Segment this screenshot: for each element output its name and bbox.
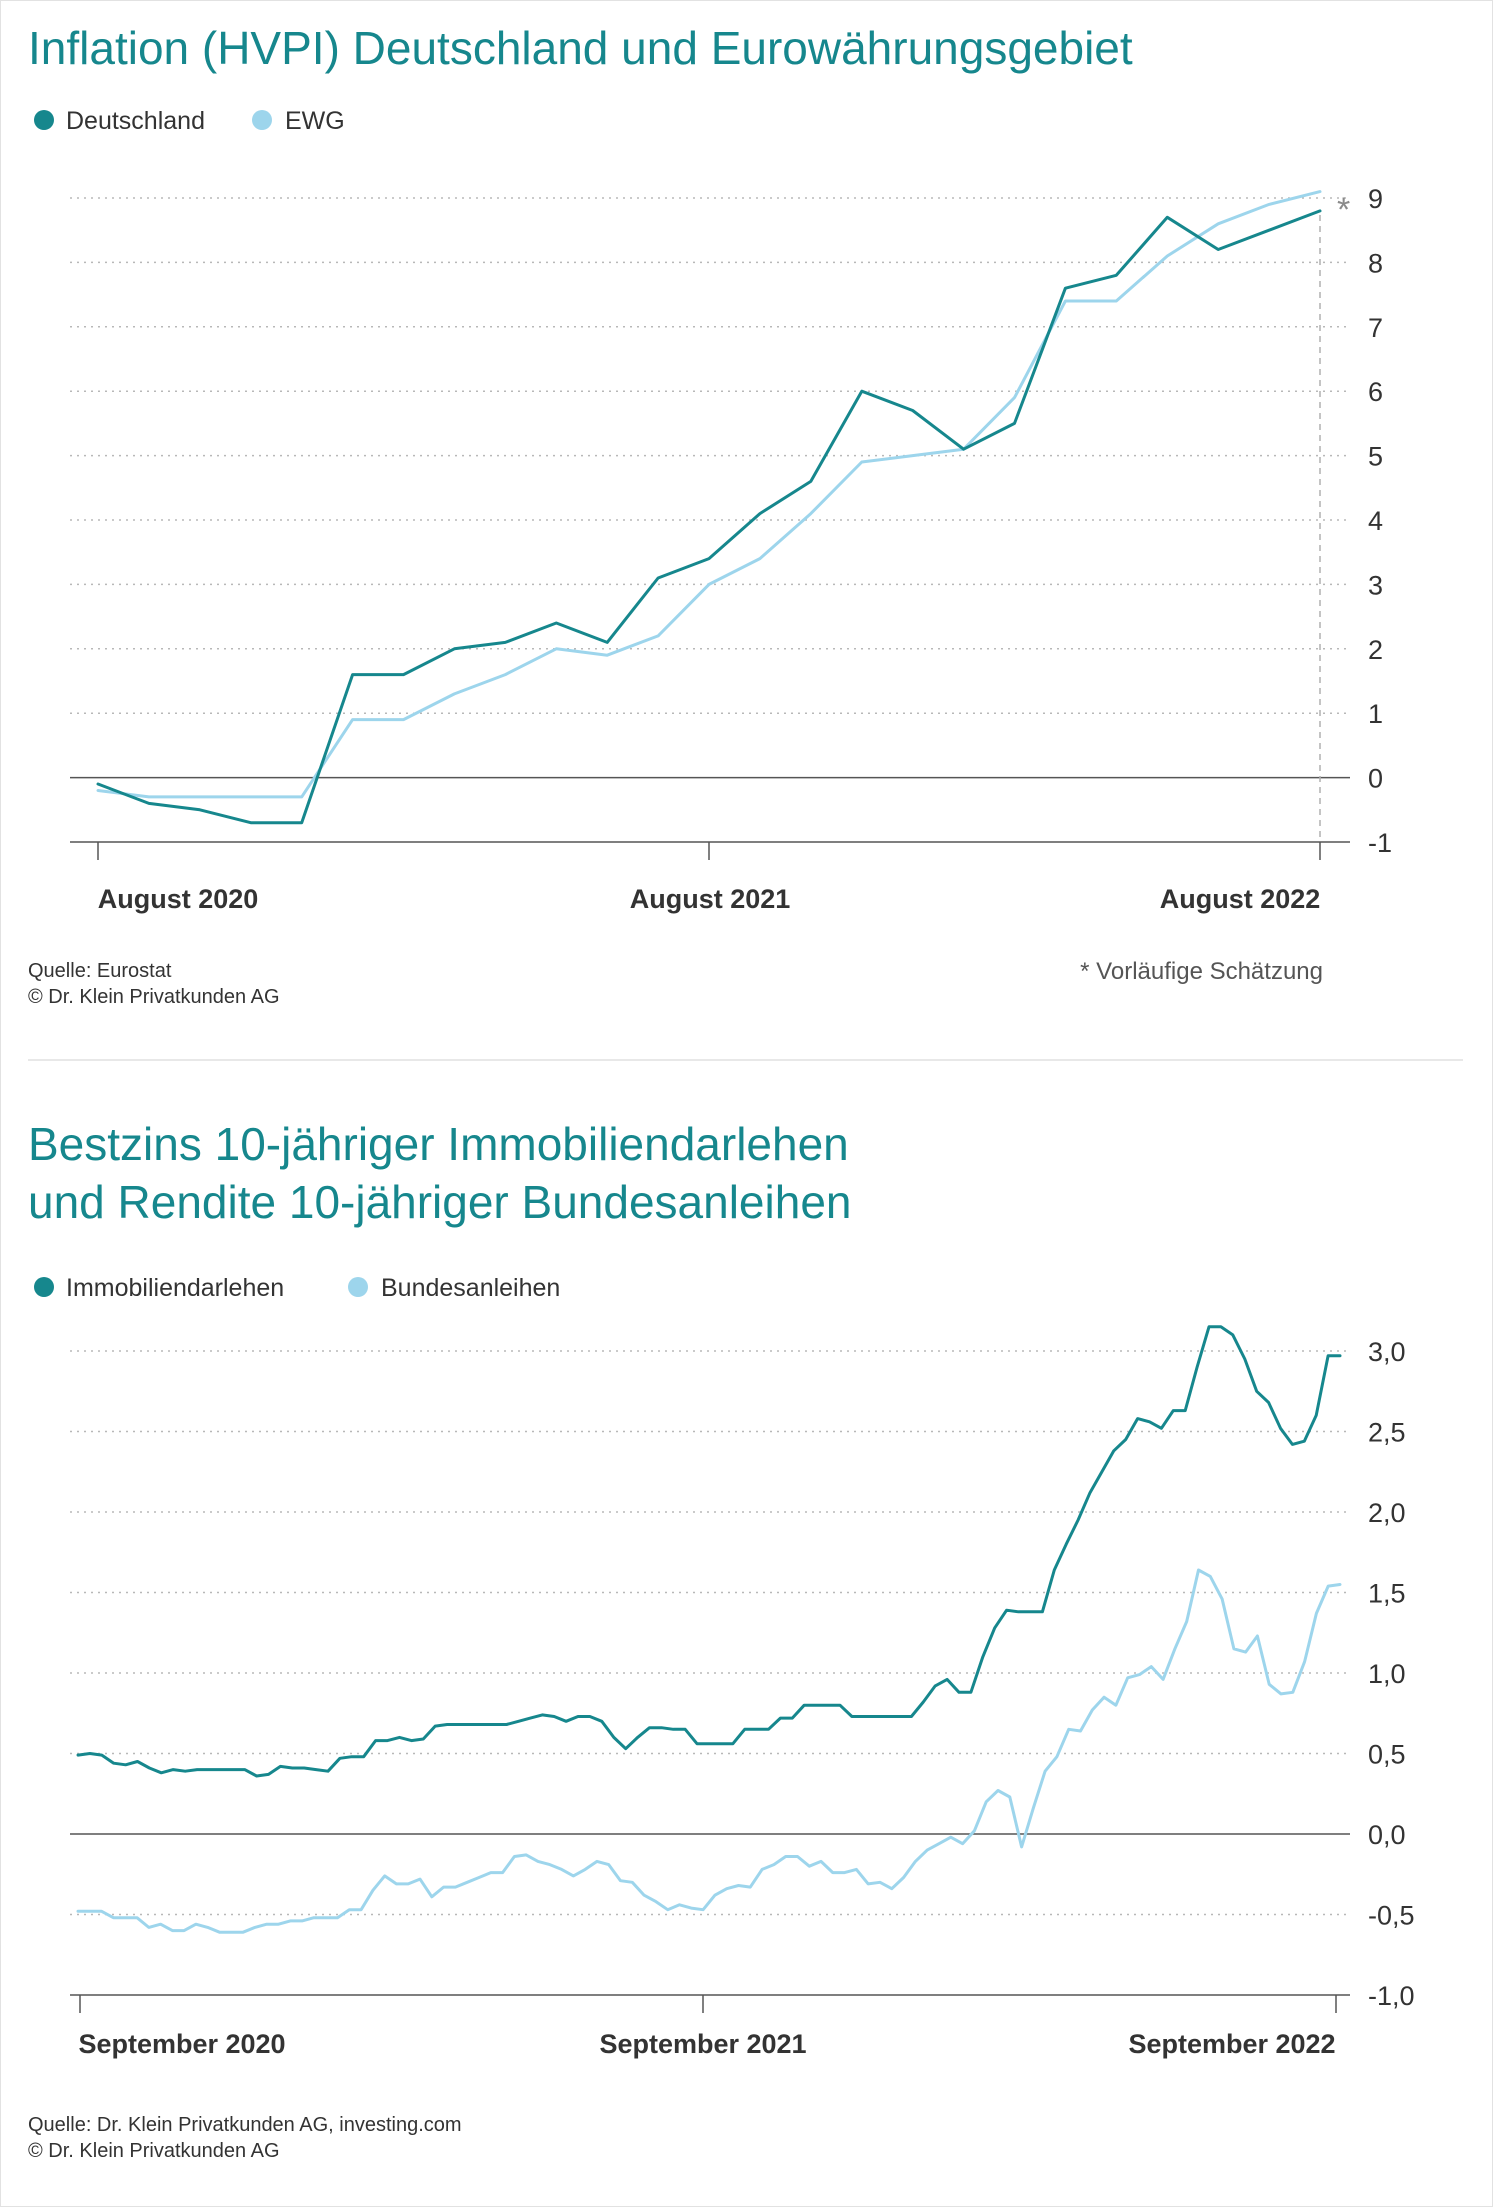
- legend-label-deutschland: Deutschland: [66, 107, 205, 135]
- x-tick-label: August 2020: [98, 884, 259, 914]
- chart1-copyright: © Dr. Klein Privatkunden AG: [28, 986, 280, 1008]
- y-tick-label: 4: [1368, 506, 1383, 536]
- x-tick-label: September 2022: [1128, 2029, 1335, 2059]
- y-tick-label: 7: [1368, 313, 1383, 343]
- y-tick-label: 2,0: [1368, 1498, 1406, 1528]
- legend-label-ewg: EWG: [285, 107, 345, 135]
- chart2-points: [77, 1326, 1341, 1933]
- chart2-gridlines: [70, 1350, 1350, 1916]
- chart2-title-line1: Bestzins 10-jähriger Immobiliendarlehen: [28, 1118, 849, 1170]
- legend-label-bundesanleihen: Bundesanleihen: [381, 1274, 560, 1302]
- legend-label-immobiliendarlehen: Immobiliendarlehen: [66, 1274, 284, 1302]
- chart1-legend: Deutschland EWG: [34, 107, 345, 135]
- estimate-marker: *: [1337, 191, 1350, 229]
- x-tick-label: September 2020: [78, 2029, 285, 2059]
- chart-zinsen: Bestzins 10-jähriger Immobiliendarlehen …: [28, 1118, 1415, 2162]
- legend-marker-ewg: [252, 110, 272, 130]
- chart2-source: Quelle: Dr. Klein Privatkunden AG, inves…: [28, 2114, 462, 2136]
- y-tick-label: 0: [1368, 764, 1383, 794]
- y-tick-label: 5: [1368, 442, 1383, 472]
- y-tick-label: 1: [1368, 699, 1383, 729]
- y-tick-label: 3: [1368, 570, 1383, 600]
- chart1-source: Quelle: Eurostat: [28, 960, 172, 982]
- y-tick-label: 1,5: [1368, 1579, 1406, 1609]
- x-tick-label: September 2021: [599, 2029, 806, 2059]
- chart1-x-axis: August 2020 August 2021 August 2022: [70, 215, 1350, 914]
- x-tick-label: August 2021: [630, 884, 791, 914]
- y-tick-label: -1,0: [1368, 1981, 1415, 2011]
- chart2-title-line2: und Rendite 10-jähriger Bundesanleihen: [28, 1176, 852, 1228]
- y-tick-label: 2: [1368, 635, 1383, 665]
- chart2-x-axis: September 2020 September 2021 September 20…: [70, 1994, 1350, 2059]
- chart1-title: Inflation (HVPI) Deutschland und Eurowäh…: [28, 22, 1133, 74]
- y-tick-label: 0,5: [1368, 1740, 1406, 1770]
- y-tick-label: 8: [1368, 248, 1383, 278]
- chart2-legend: Immobiliendarlehen Bundesanleihen: [34, 1274, 560, 1302]
- chart2-copyright: © Dr. Klein Privatkunden AG: [28, 2140, 280, 2162]
- series-line-bundesanleihen: [76, 1568, 1342, 1934]
- legend-marker-immobiliendarlehen: [34, 1277, 54, 1297]
- y-tick-label: 1,0: [1368, 1659, 1406, 1689]
- y-tick-label: 0,0: [1368, 1820, 1406, 1850]
- chart1-y-tick-labels: 9 8 7 6 5 4 3 2 1 0 -1: [1368, 184, 1392, 858]
- legend-marker-bundesanleihen: [348, 1277, 368, 1297]
- chart-inflation: Inflation (HVPI) Deutschland und Eurowäh…: [28, 22, 1392, 1008]
- y-tick-label: -0,5: [1368, 1901, 1415, 1931]
- y-tick-label: 6: [1368, 377, 1383, 407]
- y-tick-label: 2,5: [1368, 1418, 1406, 1448]
- chart1-gridlines: [70, 197, 1350, 779]
- x-tick-label: August 2022: [1160, 884, 1321, 914]
- y-tick-label: -1: [1368, 828, 1392, 858]
- y-tick-label: 9: [1368, 184, 1383, 214]
- legend-marker-deutschland: [34, 110, 54, 130]
- chart2-y-tick-labels: 3,0 2,5 2,0 1,5 1,0 0,5 0,0 -0,5 -1,0: [1368, 1337, 1415, 2011]
- chart1-points: [97, 191, 1321, 823]
- y-tick-label: 3,0: [1368, 1337, 1406, 1367]
- chart1-footnote: * Vorläufige Schätzung: [1080, 958, 1323, 985]
